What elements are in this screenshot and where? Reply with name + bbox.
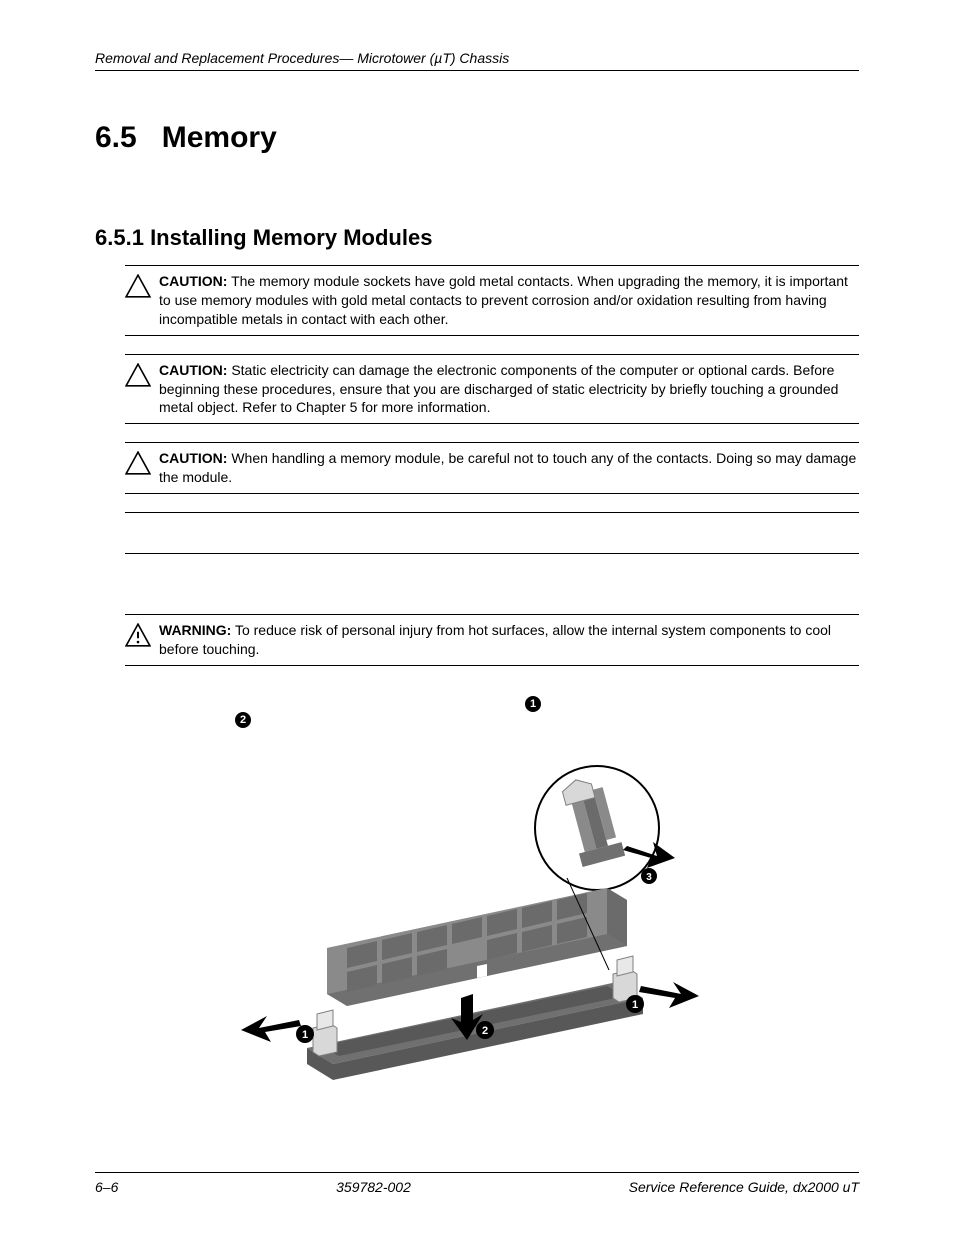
subsection-title: Installing Memory Modules (150, 225, 432, 250)
section-heading: 6.5 Memory (95, 121, 859, 155)
caution-icon (125, 363, 153, 392)
caution-label: CAUTION: (159, 362, 227, 378)
caution-label: CAUTION: (159, 273, 227, 289)
caution-label: CAUTION: (159, 450, 227, 466)
warning-box: WARNING: To reduce risk of personal inju… (125, 614, 859, 666)
warning-body: To reduce risk of personal injury from h… (159, 622, 831, 657)
section-number: 6.5 (95, 121, 137, 154)
svg-text:2: 2 (482, 1025, 488, 1037)
svg-text:1: 1 (302, 1029, 308, 1041)
callout-badge: 1 (525, 696, 541, 712)
subsection-number: 6.5.1 (95, 225, 144, 250)
caution-body: The memory module sockets have gold meta… (159, 273, 848, 327)
subsection-heading: 6.5.1 Installing Memory Modules (95, 225, 859, 251)
section-title: Memory (162, 121, 277, 154)
memory-install-figure: 3 (95, 758, 859, 1103)
empty-rule-box (125, 512, 859, 554)
caution-box: CAUTION: When handling a memory module, … (125, 442, 859, 494)
caution-body: Static electricity can damage the electr… (159, 362, 838, 416)
footer-doc-number: 359782-002 (336, 1179, 411, 1195)
callout-badge: 2 (235, 712, 251, 728)
svg-text:1: 1 (632, 999, 638, 1011)
warning-icon (125, 623, 153, 652)
warning-label: WARNING: (159, 622, 231, 638)
caution-box: CAUTION: The memory module sockets have … (125, 265, 859, 336)
caution-box: CAUTION: Static electricity can damage t… (125, 354, 859, 425)
caution-body: When handling a memory module, be carefu… (159, 450, 856, 485)
caution-text: CAUTION: The memory module sockets have … (159, 272, 859, 329)
caution-text: CAUTION: When handling a memory module, … (159, 449, 859, 487)
caution-icon (125, 274, 153, 303)
page-header: Removal and Replacement Procedures— Micr… (95, 50, 859, 71)
footer-guide-title: Service Reference Guide, dx2000 uT (629, 1179, 859, 1195)
warning-text: WARNING: To reduce risk of personal inju… (159, 621, 859, 659)
callout-row: 2 (235, 712, 859, 728)
svg-text:3: 3 (646, 872, 652, 883)
caution-icon (125, 451, 153, 480)
callout-row: 1 (235, 696, 859, 712)
caution-text: CAUTION: Static electricity can damage t… (159, 361, 859, 418)
page-footer: 6–6 359782-002 Service Reference Guide, … (95, 1172, 859, 1195)
footer-page-number: 6–6 (95, 1179, 118, 1195)
